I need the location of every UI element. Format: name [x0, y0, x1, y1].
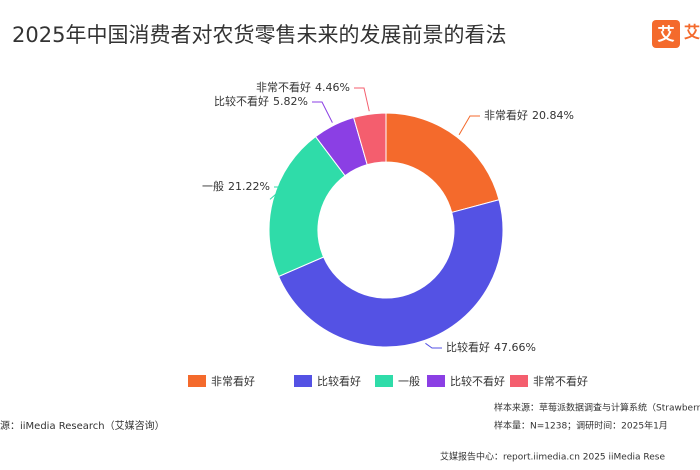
label-value: 21.22% [228, 180, 270, 193]
donut-slice [277, 199, 504, 348]
label-value: 20.84% [532, 109, 574, 122]
leader-line [354, 87, 370, 112]
sample-source: 样本来源：草莓派数据调查与计算系统（Strawberr [494, 402, 700, 414]
label-name: 非常看好 [484, 108, 528, 122]
footer: 艾媒报告中心：report.iimedia.cn 2025 iiMedia Re… [440, 451, 665, 463]
legend-swatch [510, 375, 528, 387]
legend-swatch [294, 375, 312, 387]
logo-box [652, 20, 680, 48]
legend-label: 比较看好 [317, 374, 361, 388]
legend-label: 非常看好 [211, 374, 255, 388]
legend-swatch [375, 375, 393, 387]
label-name: 非常不看好 [256, 80, 311, 94]
data-label: 比较不看好 5.82% [214, 94, 308, 108]
legend-swatch [427, 375, 445, 387]
leader-line [312, 101, 333, 123]
sample-size: 样本量：N=1238；调研时间：2025年1月 [494, 420, 668, 432]
logo-text: 艾 [684, 23, 700, 42]
chart-title: 2025年中国消费者对农货零售未来的发展前景的看法 [12, 23, 506, 47]
data-label: 比较看好 47.66% [446, 340, 536, 354]
logo: 艾 [658, 24, 675, 45]
legend-label: 非常不看好 [533, 374, 588, 388]
leader-line [425, 342, 442, 349]
leader-line [269, 186, 286, 200]
label-name: 比较看好 [446, 340, 490, 354]
label-value: 5.82% [273, 95, 308, 108]
label-name: 一般 [202, 180, 224, 193]
label-name: 比较不看好 [214, 94, 269, 108]
legend-label: 比较不看好 [450, 374, 505, 388]
data-label: 非常不看好 4.46% [256, 80, 350, 94]
data-label: 非常看好 20.84% [484, 108, 574, 122]
data-label: 一般 21.22% [202, 180, 270, 193]
label-value: 47.66% [494, 341, 536, 354]
donut-slice [353, 112, 387, 166]
legend-swatch [188, 375, 206, 387]
label-value: 4.46% [315, 81, 350, 94]
legend-label: 一般 [398, 375, 420, 388]
donut-slice [385, 112, 500, 214]
leader-line [458, 115, 480, 136]
source: 源：iiMedia Research（艾媒咨询） [0, 419, 165, 432]
